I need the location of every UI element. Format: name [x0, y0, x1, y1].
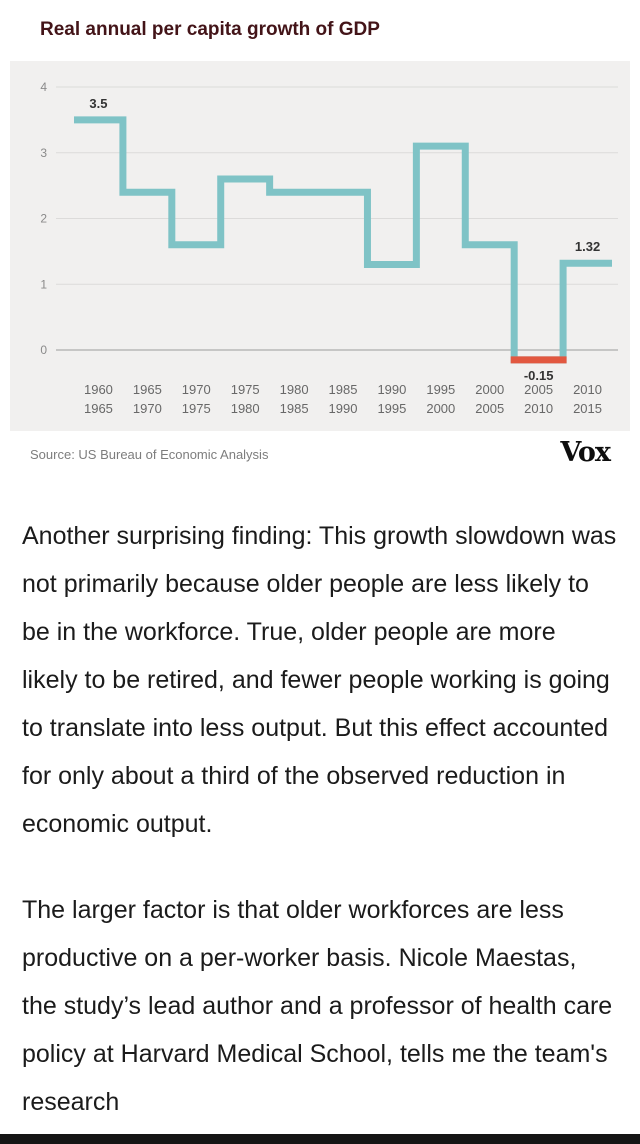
- svg-text:2000: 2000: [426, 401, 455, 416]
- svg-text:1970: 1970: [182, 382, 211, 397]
- svg-text:1995: 1995: [377, 401, 406, 416]
- svg-text:0: 0: [40, 343, 47, 357]
- svg-text:1980: 1980: [231, 401, 260, 416]
- chart-canvas: 0 1 2 3 4 1960 1965 1965 1970 1970 1975 1975 1980 198…: [10, 60, 630, 431]
- gdp-step-chart: 0 1 2 3 4 1960 1965 1965 1970 1970 1975 1975 1980 198…: [40, 80, 618, 416]
- chart-card: Real annual per capita growth of GDP 0 1 2…: [0, 0, 640, 466]
- chart-footer: Source: US Bureau of Economic Analysis V…: [30, 436, 611, 468]
- svg-text:1.32: 1.32: [575, 239, 600, 254]
- svg-text:1980: 1980: [280, 382, 309, 397]
- svg-text:2010: 2010: [573, 382, 602, 397]
- svg-text:1975: 1975: [231, 382, 260, 397]
- svg-text:2005: 2005: [475, 401, 504, 416]
- svg-text:1960: 1960: [84, 382, 113, 397]
- source-note: Source: US Bureau of Economic Analysis: [30, 446, 269, 462]
- svg-text:1970: 1970: [133, 401, 162, 416]
- svg-text:1985: 1985: [329, 382, 358, 397]
- svg-text:1995: 1995: [426, 382, 455, 397]
- svg-text:1990: 1990: [377, 382, 406, 397]
- svg-text:1965: 1965: [133, 382, 162, 397]
- svg-text:2015: 2015: [573, 401, 602, 416]
- svg-text:2010: 2010: [524, 401, 553, 416]
- svg-text:1990: 1990: [329, 401, 358, 416]
- chart-title: Real annual per capita growth of GDP: [40, 19, 380, 40]
- svg-text:4: 4: [40, 80, 47, 94]
- svg-text:1975: 1975: [182, 401, 211, 416]
- svg-text:-0.15: -0.15: [524, 368, 554, 383]
- svg-text:3: 3: [40, 145, 47, 159]
- svg-text:2: 2: [40, 211, 47, 225]
- vox-logo: Vox: [560, 436, 611, 468]
- article-body: Another surprising finding: This growth …: [22, 512, 618, 1126]
- svg-text:1985: 1985: [280, 401, 309, 416]
- svg-text:3.5: 3.5: [89, 96, 107, 111]
- svg-text:2005: 2005: [524, 382, 553, 397]
- bottom-bar: [0, 1134, 640, 1144]
- paragraph: Another surprising finding: This growth …: [22, 521, 617, 838]
- svg-text:1: 1: [40, 277, 47, 291]
- svg-text:2000: 2000: [475, 382, 504, 397]
- svg-text:1965: 1965: [84, 401, 113, 416]
- paragraph: The larger factor is that older workforc…: [22, 895, 613, 1116]
